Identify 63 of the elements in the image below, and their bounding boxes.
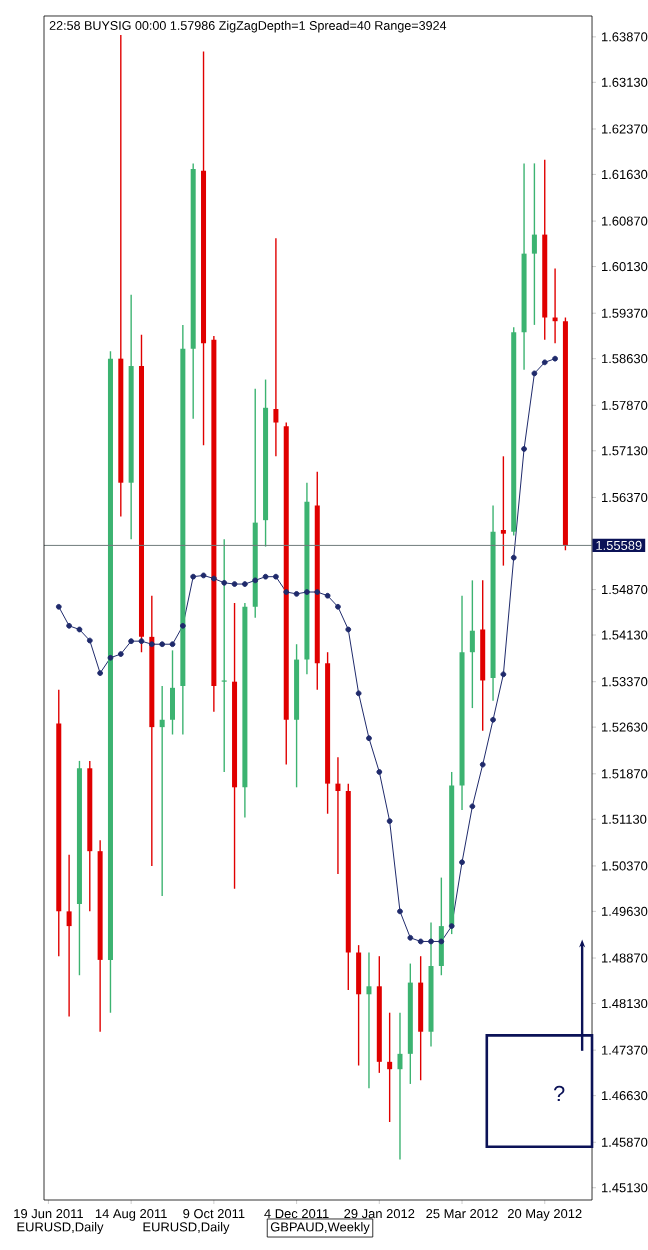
point (448, 923, 455, 929)
candlestick (397, 1012, 403, 1161)
candlestick (221, 538, 227, 773)
point (335, 603, 341, 610)
point (190, 573, 197, 580)
point (273, 573, 279, 580)
point (221, 579, 228, 586)
point (386, 818, 393, 824)
point (117, 651, 124, 657)
candlestick (335, 756, 341, 875)
point (148, 641, 155, 648)
point (97, 670, 104, 676)
candlestick (387, 1012, 393, 1123)
point (521, 446, 527, 452)
point (210, 575, 217, 582)
point (438, 938, 445, 945)
point (159, 641, 166, 648)
point (128, 638, 135, 645)
point (490, 716, 496, 723)
point (169, 641, 176, 648)
candlestick (273, 237, 279, 457)
point (366, 735, 372, 742)
point (428, 938, 434, 945)
point (324, 592, 331, 599)
candlestick (159, 685, 165, 897)
point (417, 938, 424, 945)
point (355, 690, 362, 697)
candlestick (500, 455, 506, 567)
point (262, 573, 269, 580)
point (500, 671, 507, 678)
candlestick (366, 951, 372, 1089)
point (469, 803, 476, 810)
candlestick (356, 944, 362, 1067)
point (252, 577, 259, 584)
point (293, 590, 300, 597)
point (66, 622, 73, 629)
point (510, 554, 517, 561)
point (76, 626, 83, 633)
point (107, 654, 114, 661)
candlestick (469, 579, 475, 709)
point (541, 359, 548, 366)
point (459, 859, 465, 866)
point (531, 370, 538, 377)
point (552, 355, 558, 362)
point (179, 622, 186, 629)
point (407, 934, 414, 941)
point (283, 589, 290, 595)
annotation: ? (553, 1085, 565, 1102)
candlestick (66, 854, 72, 1018)
point (200, 572, 207, 579)
point (314, 589, 321, 595)
point (55, 603, 62, 610)
point (479, 761, 486, 768)
point (242, 581, 248, 587)
candlestick (170, 649, 176, 736)
point (304, 589, 310, 595)
point (231, 581, 238, 587)
candlestick (531, 162, 537, 326)
point (86, 637, 93, 644)
point (138, 638, 145, 645)
point (345, 626, 352, 633)
point (397, 908, 403, 915)
point (376, 769, 383, 775)
